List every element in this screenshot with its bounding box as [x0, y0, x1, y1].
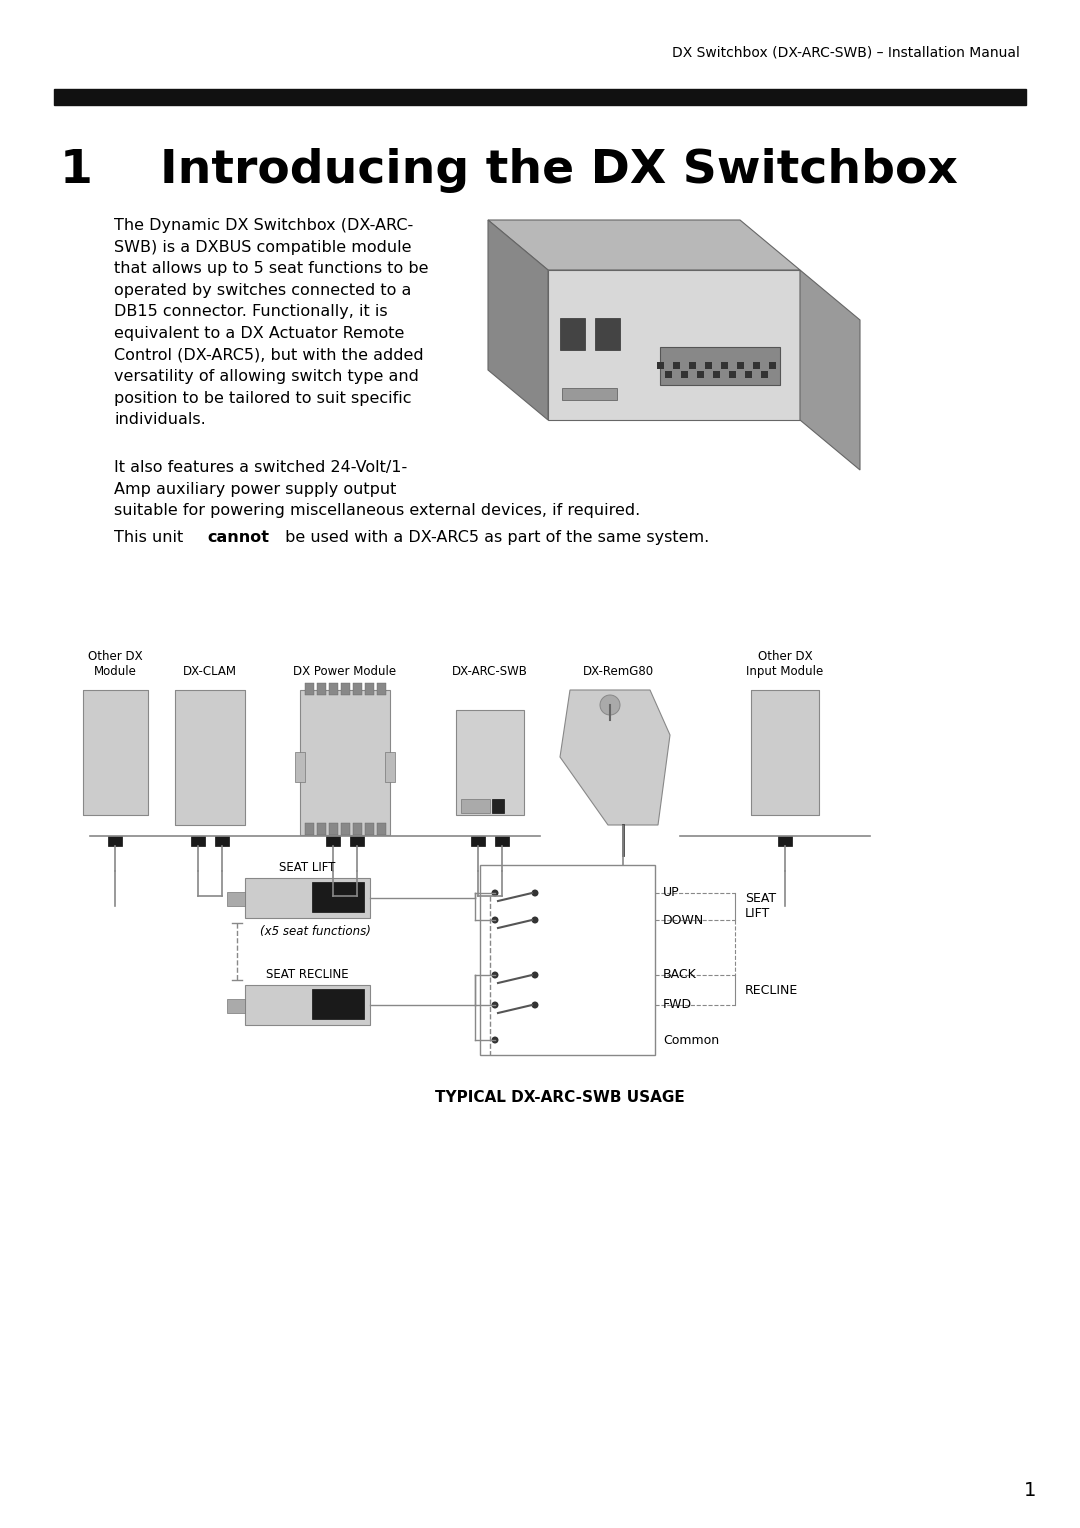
Bar	[480, 865, 654, 1054]
Bar	[729, 371, 735, 377]
Text: Common: Common	[663, 1033, 719, 1047]
Text: DOWN: DOWN	[663, 914, 704, 926]
Polygon shape	[548, 270, 800, 420]
Text: DX-CLAM: DX-CLAM	[183, 665, 237, 678]
Bar	[295, 752, 305, 782]
Circle shape	[491, 972, 499, 978]
Bar	[721, 362, 728, 368]
Text: FWD: FWD	[663, 998, 692, 1012]
Circle shape	[531, 972, 539, 978]
Circle shape	[531, 917, 539, 923]
Bar	[761, 371, 768, 377]
Text: DX Power Module: DX Power Module	[294, 665, 396, 678]
Circle shape	[531, 1001, 539, 1008]
Bar	[318, 824, 326, 834]
Bar	[751, 691, 819, 814]
Text: DX-ARC-SWB: DX-ARC-SWB	[453, 665, 528, 678]
Bar	[305, 824, 314, 834]
Circle shape	[491, 889, 499, 897]
Bar	[329, 683, 338, 695]
Bar	[665, 371, 672, 377]
Bar	[329, 824, 338, 834]
Bar	[657, 362, 664, 368]
Text: be used with a DX-ARC5 as part of the same system.: be used with a DX-ARC5 as part of the sa…	[280, 530, 710, 545]
Bar	[745, 371, 752, 377]
Polygon shape	[800, 270, 860, 471]
Bar	[191, 836, 205, 847]
Polygon shape	[561, 691, 670, 825]
Bar	[384, 752, 395, 782]
Bar	[562, 388, 617, 400]
Text: 1: 1	[1024, 1481, 1036, 1499]
Text: SEAT
LIFT: SEAT LIFT	[745, 892, 777, 920]
Bar	[353, 683, 362, 695]
Bar	[377, 683, 386, 695]
Circle shape	[491, 1036, 499, 1044]
Polygon shape	[488, 220, 800, 270]
Bar	[353, 824, 362, 834]
Bar	[689, 362, 696, 368]
Bar	[681, 371, 688, 377]
Bar	[365, 683, 374, 695]
Text: 1: 1	[60, 148, 93, 193]
Text: This unit: This unit	[114, 530, 188, 545]
Circle shape	[491, 1001, 499, 1008]
Bar	[245, 986, 370, 1025]
Bar	[492, 799, 504, 813]
Bar	[365, 824, 374, 834]
Text: BACK: BACK	[663, 969, 697, 981]
Bar	[595, 318, 620, 350]
Text: cannot: cannot	[207, 530, 269, 545]
Text: Other DX
Input Module: Other DX Input Module	[746, 649, 824, 678]
Bar	[769, 362, 777, 368]
Text: UP: UP	[663, 886, 679, 900]
Bar	[456, 711, 524, 814]
Bar	[377, 824, 386, 834]
Bar	[737, 362, 744, 368]
Bar	[753, 362, 760, 368]
Circle shape	[600, 695, 620, 715]
Bar	[341, 683, 350, 695]
Bar	[326, 836, 340, 847]
Text: Introducing the DX Switchbox: Introducing the DX Switchbox	[160, 148, 958, 193]
Text: It also features a switched 24-Volt/1-
Amp auxiliary power supply output
suitabl: It also features a switched 24-Volt/1- A…	[114, 460, 640, 518]
Bar	[312, 989, 364, 1019]
Bar	[108, 836, 122, 847]
Bar	[495, 836, 509, 847]
Bar	[461, 799, 490, 813]
Text: DX Switchbox (DX-ARC-SWB) – Installation Manual: DX Switchbox (DX-ARC-SWB) – Installation…	[672, 44, 1020, 60]
Bar	[300, 691, 390, 834]
Text: SEAT LIFT: SEAT LIFT	[279, 860, 335, 874]
Bar	[778, 836, 792, 847]
Bar	[471, 836, 485, 847]
Bar	[561, 318, 585, 350]
Text: (x5 seat functions): (x5 seat functions)	[259, 926, 370, 938]
Bar	[175, 691, 245, 825]
Text: The Dynamic DX Switchbox (DX-ARC-
SWB) is a DXBUS compatible module
that allows : The Dynamic DX Switchbox (DX-ARC- SWB) i…	[114, 219, 429, 428]
Text: RECLINE: RECLINE	[745, 984, 798, 996]
Bar	[673, 362, 680, 368]
Bar	[713, 371, 720, 377]
Bar	[305, 683, 314, 695]
Text: Other DX
Module: Other DX Module	[87, 649, 143, 678]
Bar	[660, 347, 780, 385]
Text: TYPICAL DX-ARC-SWB USAGE: TYPICAL DX-ARC-SWB USAGE	[435, 1089, 685, 1105]
Text: DX-RemG80: DX-RemG80	[582, 665, 653, 678]
Bar	[215, 836, 229, 847]
Bar	[227, 999, 245, 1013]
Bar	[54, 89, 1026, 105]
Bar	[697, 371, 704, 377]
Bar	[318, 683, 326, 695]
Bar	[227, 892, 245, 906]
Circle shape	[491, 917, 499, 923]
Bar	[83, 691, 148, 814]
Bar	[341, 824, 350, 834]
Circle shape	[531, 889, 539, 897]
Text: SEAT RECLINE: SEAT RECLINE	[266, 969, 349, 981]
Polygon shape	[488, 220, 548, 420]
Bar	[705, 362, 712, 368]
Bar	[350, 836, 364, 847]
Bar	[312, 882, 364, 912]
Bar	[245, 879, 370, 918]
